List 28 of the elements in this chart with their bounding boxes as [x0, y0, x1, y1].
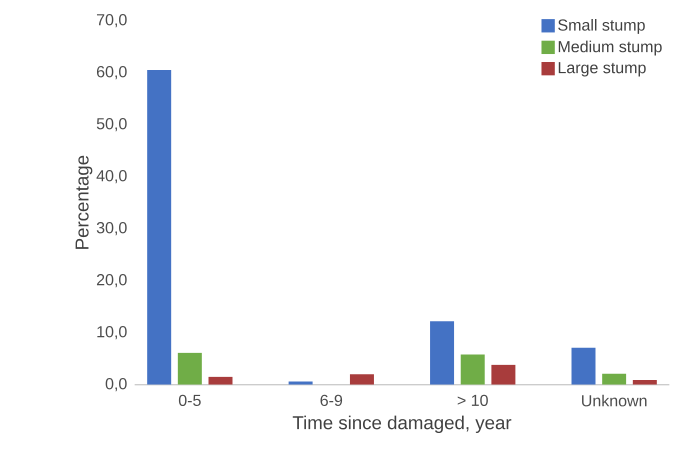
bar — [491, 364, 516, 385]
y-tick-label: 30,0 — [96, 222, 127, 236]
x-tick-label: Unknown — [582, 394, 646, 406]
y-tick-label: 0,0 — [106, 378, 127, 392]
y-tick-label: 50,0 — [96, 118, 127, 132]
bar — [178, 352, 202, 385]
bar — [602, 374, 626, 385]
x-axis-title: Time since damaged, year — [292, 416, 512, 433]
x-tick-label: 0-5 — [178, 394, 201, 406]
y-tick-label: 40,0 — [96, 170, 127, 184]
bar — [572, 348, 596, 385]
y-tick-label: 20,0 — [96, 274, 127, 288]
bar — [350, 374, 374, 385]
bar — [288, 382, 313, 385]
legend-label: Large stump — [558, 62, 646, 76]
bar — [430, 321, 454, 385]
bar — [632, 380, 657, 385]
bar — [208, 376, 233, 385]
x-tick-label: > 10 — [458, 394, 488, 406]
bar — [147, 70, 172, 385]
y-tick-label: 70,0 — [96, 14, 127, 28]
y-axis-title: Percentage — [76, 156, 92, 249]
legend-label: Small stump — [558, 18, 645, 34]
legend-label: Medium stump — [558, 40, 662, 56]
bar — [460, 354, 485, 385]
x-tick-label: 6-9 — [320, 394, 342, 406]
y-tick-label: 60,0 — [96, 66, 127, 80]
y-tick-label: 10,0 — [97, 326, 127, 340]
